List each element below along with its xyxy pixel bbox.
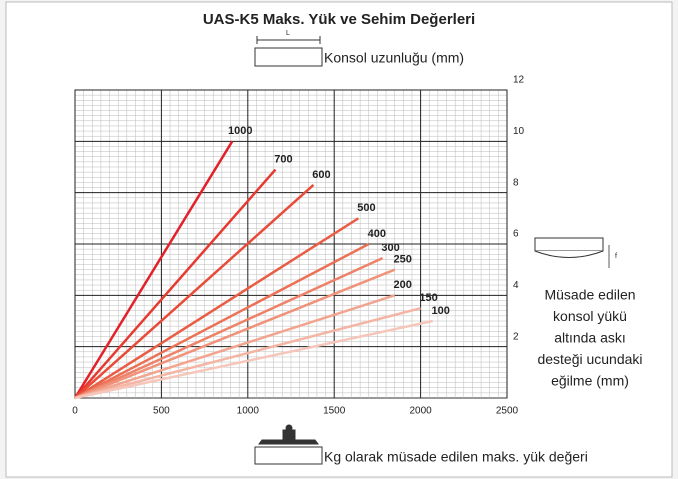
series-line [74,306,421,400]
x-tick-label: 2500 [496,406,519,417]
bottom-icon [254,424,323,465]
y-tick-label: 4 [513,280,519,291]
x-axis-label: Kg olarak müsade edilen maks. yük değeri [324,449,588,465]
series-line [74,319,433,400]
y-tick-label: 2 [513,331,519,342]
x-tick-label: 1500 [323,406,346,417]
series-label: 300 [381,242,399,254]
right-label-line: Müsade edilen [544,287,635,303]
series-label: 500 [357,202,375,214]
top-icon-label: L [286,30,290,37]
series-line [74,268,396,400]
series-label: 200 [394,279,412,291]
series-label: 400 [368,228,386,240]
series-line [74,184,315,399]
series-line [74,256,384,400]
series-label: 1000 [228,125,252,137]
top-label: Konsol uzunluğu (mm) [324,50,464,66]
right-label-line: desteği ucundaki [537,351,642,367]
x-tick-label: 0 [72,406,78,417]
y-tick-label: 10 [513,126,525,137]
top-icon [254,36,323,67]
series-line [74,294,396,400]
right-label-line: altında askı [554,330,626,346]
right-label-line: eğilme (mm) [551,373,629,389]
series-line [73,140,234,399]
x-tick-label: 500 [153,406,170,417]
right-label-line: konsol yükü [553,308,627,324]
y-tick-label: 8 [513,177,519,188]
series-label: 150 [419,292,437,304]
x-tick-label: 1000 [237,406,260,417]
series-line [74,217,360,400]
series-label: 100 [432,305,450,317]
chart-title: UAS-K5 Maks. Yük ve Sehim Değerleri [203,11,475,28]
y-tick-label: 6 [513,229,519,240]
x-tick-label: 2000 [409,406,432,417]
series-label: 250 [394,254,412,266]
series-label: 600 [312,169,330,181]
series-line [74,242,370,400]
right-icon [534,237,610,268]
series-line [74,168,277,399]
right-icon-label: f [615,253,617,260]
right-label: Müsade edilen konsol yükü altında askı dest… [537,287,642,389]
y-tick-label: 12 [513,75,525,86]
series-label: 700 [274,153,292,165]
plot: 0 500 1000 1500 2000 2500 2 4 6 8 10 12 1000 700 600 50… [72,75,524,417]
